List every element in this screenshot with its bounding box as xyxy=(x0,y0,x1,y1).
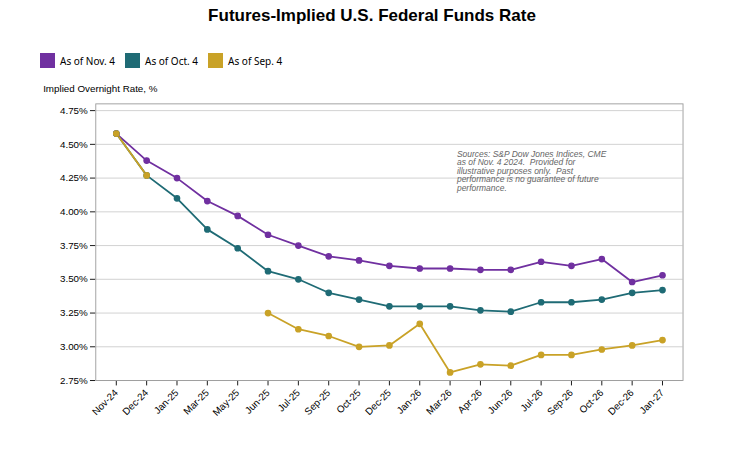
svg-text:Implied Overnight Rate, %: Implied Overnight Rate, % xyxy=(43,83,158,94)
svg-text:4.50%: 4.50% xyxy=(60,138,88,149)
svg-text:Mar-26: Mar-26 xyxy=(424,387,454,417)
svg-text:Oct-25: Oct-25 xyxy=(334,387,363,416)
svg-text:Dec-24: Dec-24 xyxy=(120,387,150,417)
svg-text:3.50%: 3.50% xyxy=(60,273,88,284)
svg-text:Apr-26: Apr-26 xyxy=(455,387,484,416)
svg-text:Sep-26: Sep-26 xyxy=(545,387,576,418)
svg-text:May-25: May-25 xyxy=(210,387,241,418)
svg-text:Sep-25: Sep-25 xyxy=(302,387,333,418)
svg-text:Jan-26: Jan-26 xyxy=(394,387,423,416)
svg-text:Jul-26: Jul-26 xyxy=(518,387,545,414)
svg-text:Dec-25: Dec-25 xyxy=(363,387,393,417)
svg-text:Jul-25: Jul-25 xyxy=(275,387,302,414)
svg-text:Dec-26: Dec-26 xyxy=(606,387,636,417)
svg-text:2.75%: 2.75% xyxy=(60,375,88,386)
html-text:As of Oct. 4: As of Oct. 4 xyxy=(145,53,199,68)
svg-text:4.75%: 4.75% xyxy=(60,105,88,116)
svg-text:4.00%: 4.00% xyxy=(60,206,88,217)
svg-text:Jan-25: Jan-25 xyxy=(152,387,181,416)
html-text:Futures-Implied U.S. Federal F: Futures-Implied U.S. Federal Funds Rate xyxy=(208,6,536,25)
svg-text:3.00%: 3.00% xyxy=(60,341,88,352)
svg-text:Jan-27: Jan-27 xyxy=(637,387,666,416)
svg-text:Nov-24: Nov-24 xyxy=(90,387,120,417)
svg-text:Oct-26: Oct-26 xyxy=(577,387,606,416)
svg-text:Mar-25: Mar-25 xyxy=(181,387,211,417)
svg-text:Sources: S&P Dow Jones Indices: Sources: S&P Dow Jones Indices, CMEas of… xyxy=(456,149,607,193)
svg-text:3.25%: 3.25% xyxy=(60,307,88,318)
svg-text:3.75%: 3.75% xyxy=(60,240,88,251)
svg-text:4.25%: 4.25% xyxy=(60,172,88,183)
svg-text:Jun-25: Jun-25 xyxy=(243,387,272,416)
html-text:As of Nov. 4: As of Nov. 4 xyxy=(60,53,115,68)
html-text:As of Sep. 4: As of Sep. 4 xyxy=(228,53,283,68)
svg-text:Jun-26: Jun-26 xyxy=(485,387,514,416)
